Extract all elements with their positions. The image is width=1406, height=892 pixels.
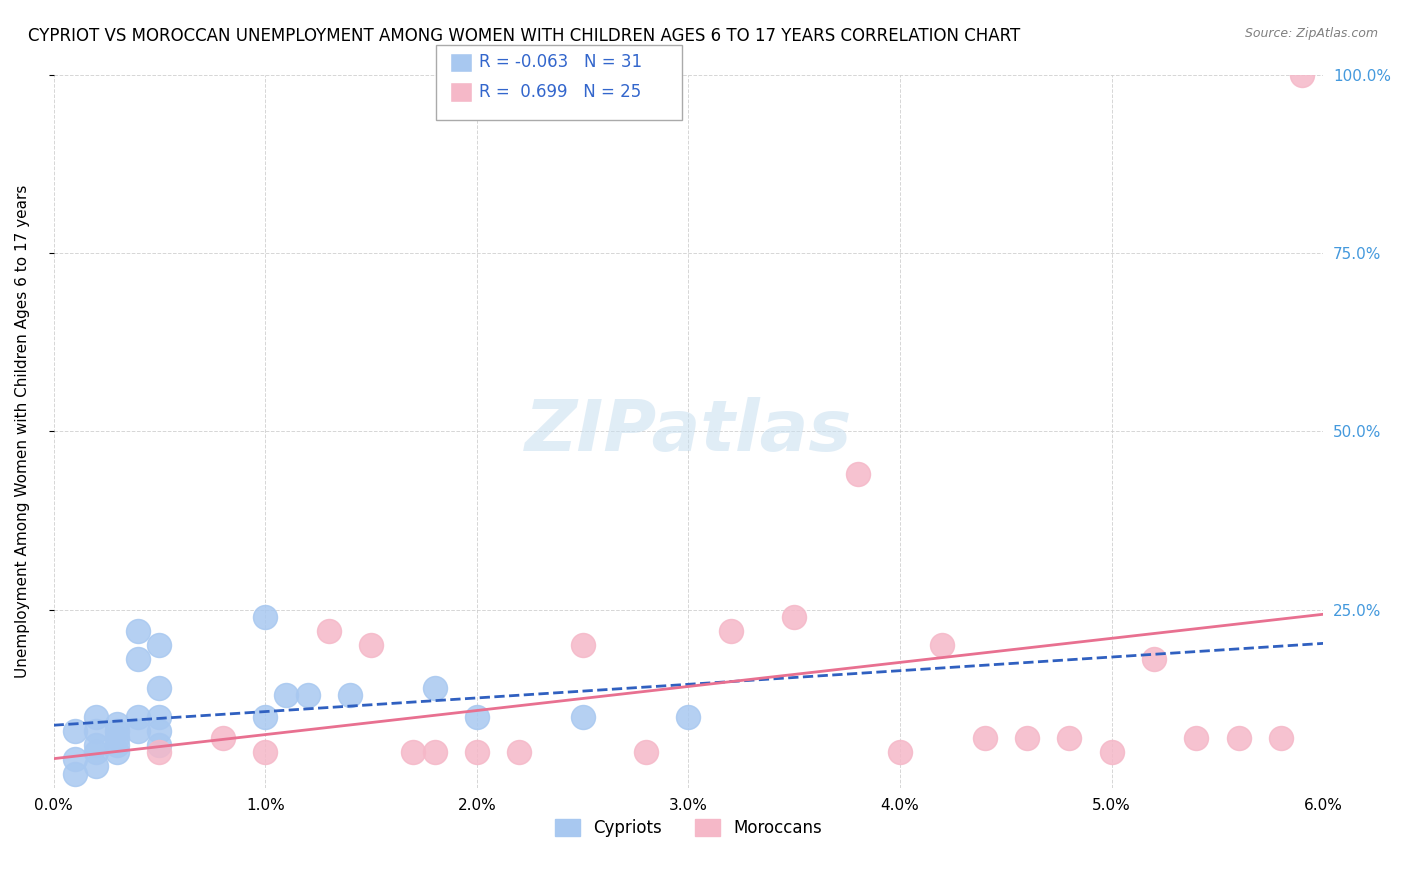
Point bbox=[148, 681, 170, 695]
Point bbox=[212, 731, 235, 745]
Text: R = -0.063   N = 31: R = -0.063 N = 31 bbox=[479, 53, 643, 70]
Point bbox=[84, 723, 107, 738]
Point bbox=[1015, 731, 1038, 745]
Point bbox=[84, 738, 107, 752]
Point bbox=[423, 745, 446, 759]
Point bbox=[63, 752, 86, 766]
Point bbox=[127, 723, 149, 738]
Point bbox=[1101, 745, 1123, 759]
Point bbox=[783, 609, 806, 624]
Legend: Cypriots, Moroccans: Cypriots, Moroccans bbox=[548, 813, 830, 844]
Point bbox=[254, 745, 277, 759]
Point bbox=[636, 745, 658, 759]
Point bbox=[423, 681, 446, 695]
Point bbox=[63, 766, 86, 780]
Text: Source: ZipAtlas.com: Source: ZipAtlas.com bbox=[1244, 27, 1378, 40]
Point bbox=[973, 731, 995, 745]
Point bbox=[84, 709, 107, 723]
Point bbox=[105, 716, 128, 731]
Text: ZIPatlas: ZIPatlas bbox=[524, 397, 852, 466]
Point bbox=[1227, 731, 1250, 745]
Point bbox=[148, 638, 170, 652]
Point bbox=[889, 745, 911, 759]
Point bbox=[254, 609, 277, 624]
Point bbox=[465, 709, 488, 723]
Point bbox=[1185, 731, 1208, 745]
Point bbox=[571, 709, 593, 723]
Point bbox=[127, 652, 149, 666]
Y-axis label: Unemployment Among Women with Children Ages 6 to 17 years: Unemployment Among Women with Children A… bbox=[15, 185, 30, 678]
Point bbox=[127, 624, 149, 638]
Point bbox=[720, 624, 742, 638]
Point bbox=[297, 688, 319, 702]
Point bbox=[84, 759, 107, 773]
Point bbox=[1059, 731, 1081, 745]
Point bbox=[571, 638, 593, 652]
Point bbox=[1291, 68, 1313, 82]
Point bbox=[84, 745, 107, 759]
Point bbox=[931, 638, 953, 652]
Point bbox=[465, 745, 488, 759]
Point bbox=[105, 738, 128, 752]
Point bbox=[105, 731, 128, 745]
Point bbox=[846, 467, 869, 481]
Point bbox=[276, 688, 298, 702]
Point bbox=[148, 723, 170, 738]
Point bbox=[105, 723, 128, 738]
Point bbox=[127, 709, 149, 723]
Point bbox=[678, 709, 700, 723]
Text: CYPRIOT VS MOROCCAN UNEMPLOYMENT AMONG WOMEN WITH CHILDREN AGES 6 TO 17 YEARS CO: CYPRIOT VS MOROCCAN UNEMPLOYMENT AMONG W… bbox=[28, 27, 1021, 45]
Point bbox=[1270, 731, 1292, 745]
Point bbox=[63, 723, 86, 738]
Point bbox=[339, 688, 361, 702]
Point bbox=[1143, 652, 1166, 666]
Point bbox=[318, 624, 340, 638]
Point bbox=[105, 745, 128, 759]
Text: R =  0.699   N = 25: R = 0.699 N = 25 bbox=[479, 83, 641, 101]
Point bbox=[148, 738, 170, 752]
Point bbox=[148, 745, 170, 759]
Point bbox=[402, 745, 425, 759]
Point bbox=[148, 709, 170, 723]
Point bbox=[360, 638, 382, 652]
Point bbox=[508, 745, 530, 759]
Point bbox=[254, 709, 277, 723]
